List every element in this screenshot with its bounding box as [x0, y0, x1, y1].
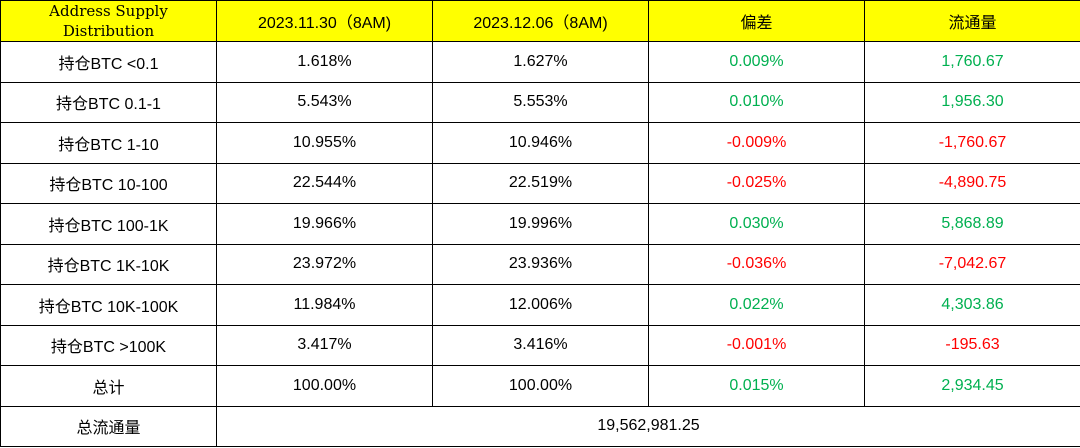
value-2023-11-30: 5.543%	[216, 81, 433, 123]
row-label: 持仓BTC 10K-100K	[0, 284, 217, 326]
deviation-value: -0.025%	[648, 162, 865, 204]
total-2023-12-06: 100.00%	[432, 365, 649, 407]
table-row: 持仓BTC >100K 3.417% 3.416% -0.001% -195.6…	[0, 324, 1080, 366]
row-label: 持仓BTC <0.1	[0, 41, 217, 83]
total-label: 总计	[0, 365, 217, 407]
value-2023-12-06: 5.553%	[432, 81, 649, 123]
value-2023-11-30: 22.544%	[216, 162, 433, 204]
value-2023-11-30: 1.618%	[216, 41, 433, 83]
footer-row: 总流通量 19,562,981.25	[0, 405, 1080, 447]
value-2023-12-06: 10.946%	[432, 122, 649, 164]
deviation-value: -0.036%	[648, 243, 865, 285]
value-2023-12-06: 23.936%	[432, 243, 649, 285]
circulation-value: 4,303.86	[864, 284, 1080, 326]
circulation-value: -1,760.67	[864, 122, 1080, 164]
total-circulation: 2,934.45	[864, 365, 1080, 407]
value-2023-11-30: 10.955%	[216, 122, 433, 164]
table-row: 持仓BTC 10K-100K 11.984% 12.006% 0.022% 4,…	[0, 284, 1080, 326]
table-row: 持仓BTC 1-10 10.955% 10.946% -0.009% -1,76…	[0, 122, 1080, 164]
header-circulation: 流通量	[864, 0, 1080, 42]
value-2023-11-30: 11.984%	[216, 284, 433, 326]
value-2023-12-06: 22.519%	[432, 162, 649, 204]
total-deviation: 0.015%	[648, 365, 865, 407]
value-2023-11-30: 23.972%	[216, 243, 433, 285]
circulation-value: -7,042.67	[864, 243, 1080, 285]
total-2023-11-30: 100.00%	[216, 365, 433, 407]
circulation-value: -195.63	[864, 324, 1080, 366]
header-date-2: 2023.12.06（8AM)	[432, 0, 649, 42]
value-2023-12-06: 3.416%	[432, 324, 649, 366]
deviation-value: 0.022%	[648, 284, 865, 326]
table-row: 持仓BTC 10-100 22.544% 22.519% -0.025% -4,…	[0, 162, 1080, 204]
total-circulating-supply-label: 总流通量	[0, 405, 217, 447]
row-label: 持仓BTC 1-10	[0, 122, 217, 164]
total-row: 总计 100.00% 100.00% 0.015% 2,934.45	[0, 365, 1080, 407]
deviation-value: -0.001%	[648, 324, 865, 366]
total-circulating-supply-value: 19,562,981.25	[216, 405, 1080, 447]
value-2023-12-06: 12.006%	[432, 284, 649, 326]
circulation-value: 1,760.67	[864, 41, 1080, 83]
deviation-value: 0.009%	[648, 41, 865, 83]
row-label: 持仓BTC 1K-10K	[0, 243, 217, 285]
deviation-value: 0.030%	[648, 203, 865, 245]
table-row: 持仓BTC 1K-10K 23.972% 23.936% -0.036% -7,…	[0, 243, 1080, 285]
value-2023-12-06: 1.627%	[432, 41, 649, 83]
row-label: 持仓BTC 100-1K	[0, 203, 217, 245]
value-2023-11-30: 19.966%	[216, 203, 433, 245]
circulation-value: 1,956.30	[864, 81, 1080, 123]
circulation-value: -4,890.75	[864, 162, 1080, 204]
header-deviation: 偏差	[648, 0, 865, 42]
header-row: Address Supply Distribution 2023.11.30（8…	[0, 0, 1080, 42]
table-row: 持仓BTC <0.1 1.618% 1.627% 0.009% 1,760.67	[0, 41, 1080, 83]
row-label: 持仓BTC 10-100	[0, 162, 217, 204]
row-label: 持仓BTC >100K	[0, 324, 217, 366]
circulation-value: 5,868.89	[864, 203, 1080, 245]
value-2023-12-06: 19.996%	[432, 203, 649, 245]
header-address-supply-distribution: Address Supply Distribution	[0, 0, 217, 42]
deviation-value: -0.009%	[648, 122, 865, 164]
value-2023-11-30: 3.417%	[216, 324, 433, 366]
deviation-value: 0.010%	[648, 81, 865, 123]
table-row: 持仓BTC 0.1-1 5.543% 5.553% 0.010% 1,956.3…	[0, 81, 1080, 123]
header-date-1: 2023.11.30（8AM)	[216, 0, 433, 42]
row-label: 持仓BTC 0.1-1	[0, 81, 217, 123]
table-row: 持仓BTC 100-1K 19.966% 19.996% 0.030% 5,86…	[0, 203, 1080, 245]
